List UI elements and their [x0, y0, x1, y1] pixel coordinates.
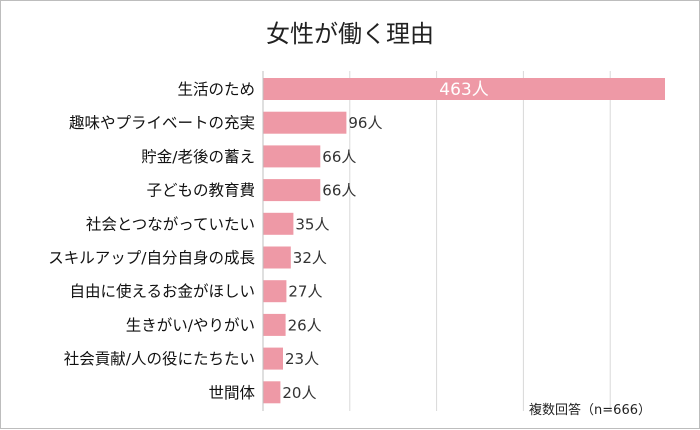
bar-3 [263, 179, 321, 202]
bar-1 [263, 111, 347, 134]
value-label-6: 27人 [288, 283, 322, 301]
category-label-4: 社会とつながっていたい [86, 215, 255, 233]
bar-8 [263, 347, 283, 370]
bar-0 [263, 78, 665, 100]
bar-7 [263, 313, 286, 336]
category-label-3: 子どもの教育費 [146, 182, 255, 200]
value-label-4: 35人 [295, 215, 329, 233]
bar-2 [263, 145, 321, 168]
category-label-1: 趣味やプライベートの充実 [69, 114, 255, 132]
chart-title: 女性が働く理由 [266, 20, 434, 48]
bar-4 [263, 212, 294, 235]
bar-9 [263, 381, 281, 404]
category-label-2: 貯金/老後の蓄え [141, 148, 255, 166]
value-label-2: 66人 [322, 148, 356, 166]
value-label-9: 20人 [282, 384, 316, 402]
category-labels: 生活のため趣味やプライベートの充実貯金/老後の蓄え子どもの教育費社会とつながって… [48, 81, 255, 402]
category-label-0: 生活のため [177, 81, 255, 99]
bars [263, 78, 665, 404]
value-labels: 463人 96人 66人 66人 35人 32人 27人 26人 23人 20人 [282, 80, 488, 402]
category-label-6: 自由に使えるお金がほしい [69, 283, 255, 301]
value-label-3: 66人 [322, 182, 356, 200]
category-label-9: 世間体 [208, 384, 255, 402]
grid-lines [349, 71, 611, 411]
bar-5 [263, 246, 291, 269]
chart-note: 複数回答（n=666） [529, 402, 651, 418]
category-label-5: スキルアップ/自分自身の成長 [48, 249, 255, 267]
value-label-1: 96人 [348, 114, 382, 132]
value-label-8: 23人 [285, 350, 319, 368]
value-label-0: 463人 [439, 80, 488, 100]
category-label-8: 社会貢献/人の役にたちたい [64, 350, 255, 368]
value-label-5: 32人 [293, 249, 327, 267]
bar-6 [263, 280, 287, 303]
category-label-7: 生きがい/やりがい [126, 316, 255, 334]
value-label-7: 26人 [288, 316, 322, 334]
